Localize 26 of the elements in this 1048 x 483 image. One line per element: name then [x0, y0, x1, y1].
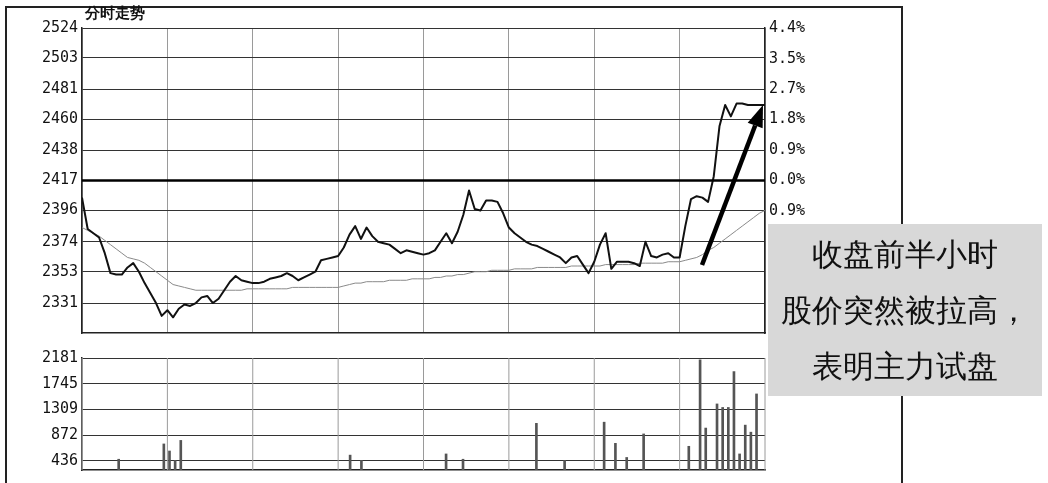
chart-title: 分时走势 [85, 4, 145, 23]
y-tick-label: 2503 [41, 47, 78, 66]
y2-tick-label: 0.9% [769, 200, 806, 219]
y-tick-label: 436 [50, 450, 78, 469]
text: 表明主力试盘 [811, 347, 999, 386]
y-tick-label: 2374 [41, 231, 78, 250]
y-tick-label: 2438 [41, 140, 78, 159]
y-tick-label: 2396 [41, 200, 78, 219]
y-tick-label: 1309 [41, 399, 78, 418]
y-tick-label: 2460 [41, 109, 78, 128]
y2-tick-label: 0.0% [769, 170, 806, 189]
text: 收盘前半小时 [811, 235, 999, 274]
y-tick-label: 2481 [41, 79, 78, 98]
y-tick-label: 1745 [41, 373, 78, 392]
y2-tick-label: 2.7% [769, 78, 806, 97]
y-tick-label: 2331 [41, 292, 78, 311]
text: 股价突然被拉高， [780, 291, 1030, 330]
y-tick-label: 2417 [41, 170, 78, 189]
y-tick-label: 2181 [41, 347, 78, 366]
y-tick-label: 2524 [41, 17, 78, 36]
y2-tick-label: 3.5% [769, 48, 806, 67]
y2-tick-label: 4.4% [769, 18, 806, 37]
y2-tick-label: 0.9% [769, 139, 806, 158]
y2-tick-label: 1.8% [769, 109, 806, 128]
y-tick-label: 2353 [41, 261, 78, 280]
y-tick-label: 872 [50, 424, 78, 443]
